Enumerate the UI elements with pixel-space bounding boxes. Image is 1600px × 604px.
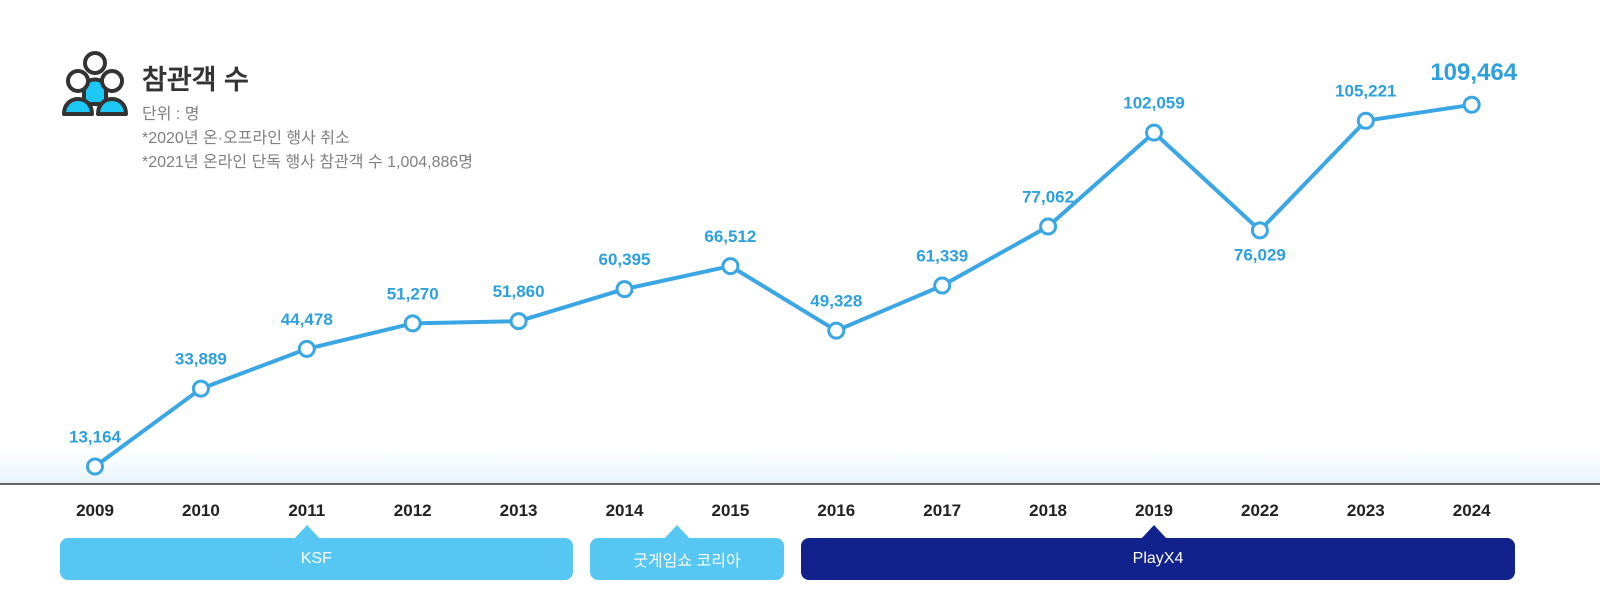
online-event-note: *2021년 온라인 단독 행사 참관객 수 1,004,886명 (142, 154, 474, 171)
x-tick-label: 2017 (923, 501, 961, 520)
value-label: 66,512 (704, 227, 756, 246)
x-tick-label: 2024 (1453, 501, 1491, 520)
value-label: 102,059 (1123, 94, 1184, 113)
era-label: 굿게임쇼 코리아 (633, 553, 741, 570)
data-point (509, 312, 528, 331)
x-tick-label: 2019 (1135, 501, 1173, 520)
x-tick-label: 2018 (1029, 501, 1067, 520)
x-tick-label: 2009 (76, 501, 114, 520)
era-label: KSF (300, 550, 332, 567)
data-point (721, 257, 740, 276)
value-label: 13,164 (69, 428, 122, 447)
era-bar-3: PlayX4 (801, 538, 1515, 580)
data-point (403, 314, 422, 333)
cancellation-note: *2020년 온·오프라인 행사 취소 (142, 130, 350, 147)
baseline-glow (0, 448, 1600, 484)
value-label: 76,029 (1234, 245, 1286, 264)
value-label: 33,889 (175, 350, 227, 369)
data-point (827, 321, 846, 340)
series-line (93, 102, 1474, 469)
era-bar-1: KSF (60, 538, 573, 580)
data-point (1356, 111, 1375, 130)
data-point (615, 280, 634, 299)
data-point (1462, 95, 1481, 114)
x-tick-label: 2013 (500, 501, 538, 520)
data-point (1039, 217, 1058, 236)
value-label: 105,221 (1335, 82, 1396, 101)
value-label: 109,464 (1430, 59, 1517, 86)
x-tick-label: 2011 (288, 501, 325, 520)
data-point (1250, 221, 1269, 240)
value-label: 44,478 (281, 310, 333, 329)
era-pointer (1141, 525, 1167, 539)
x-tick-label: 2010 (182, 501, 220, 520)
value-label: 49,328 (810, 292, 862, 311)
x-tick-label: 2022 (1241, 501, 1279, 520)
chart-title: 참관객 수 (142, 65, 249, 95)
era-pointer (664, 525, 691, 539)
unit-note: 단위 : 명 (142, 106, 200, 123)
data-point (297, 339, 316, 358)
value-label: 61,339 (916, 247, 968, 266)
data-point (1145, 123, 1163, 142)
value-label: 51,860 (493, 282, 545, 301)
data-point (86, 457, 104, 476)
data-point (933, 276, 952, 295)
era-bar-2: 굿게임쇼 코리아 (589, 538, 785, 580)
x-tick-label: 2014 (606, 501, 644, 520)
data-point (191, 379, 210, 398)
value-label: 77,062 (1022, 187, 1074, 206)
people-group-icon (62, 51, 128, 116)
value-label: 51,270 (387, 284, 439, 303)
value-label: 60,395 (599, 250, 651, 269)
x-tick-label: 2023 (1347, 501, 1385, 520)
x-tick-label: 2015 (711, 501, 749, 520)
x-tick-label: 2016 (817, 501, 855, 520)
era-pointer (293, 525, 320, 539)
era-label: PlayX4 (1132, 550, 1184, 567)
x-tick-label: 2012 (394, 501, 432, 520)
